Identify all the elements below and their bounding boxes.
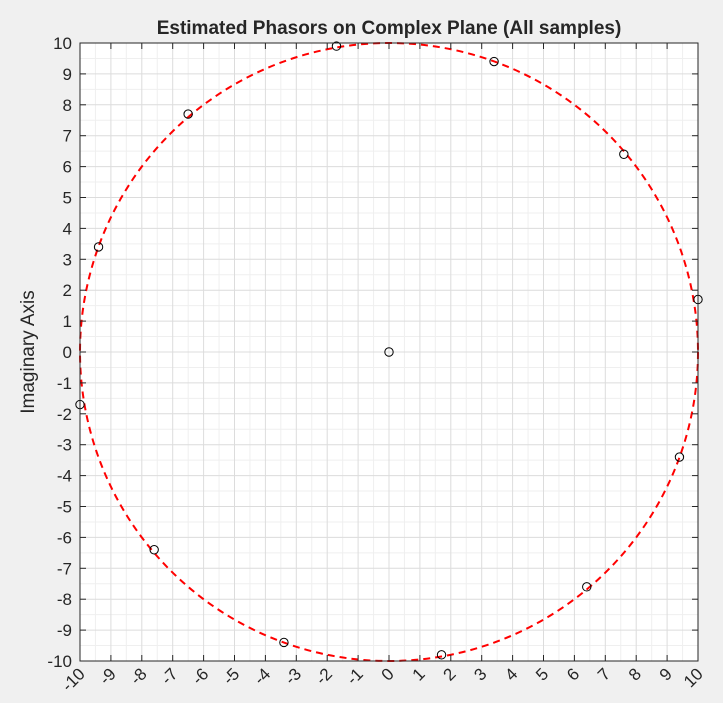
chart-title: Estimated Phasors on Complex Plane (All … (157, 18, 622, 39)
y-tick-label: 4 (63, 219, 72, 238)
y-tick-label: 1 (63, 312, 72, 331)
phasor-point (384, 347, 394, 357)
y-tick-label: -3 (57, 436, 72, 455)
phasor-point (183, 109, 193, 119)
x-tick-label: 1 (409, 664, 429, 684)
x-tick-label: -5 (219, 664, 243, 688)
x-tick-label: 4 (501, 664, 521, 684)
y-tick-label: 3 (63, 250, 72, 269)
x-tick-label: 9 (656, 664, 676, 684)
x-tick-label: -8 (126, 664, 150, 688)
x-tick-label: -3 (281, 664, 305, 688)
y-tick-label: 2 (63, 281, 72, 300)
x-tick-label: 5 (532, 664, 552, 684)
y-tick-label: 8 (63, 96, 72, 115)
x-tick-label: 8 (625, 664, 645, 684)
y-tick-label: 6 (63, 158, 72, 177)
y-tick-label: 0 (63, 343, 72, 362)
y-tick-label: 9 (63, 65, 72, 84)
y-tick-label: 5 (63, 189, 72, 208)
y-tick-label: -1 (57, 374, 72, 393)
grid (79, 42, 699, 662)
y-tick-label: -2 (57, 405, 72, 424)
x-tick-label: 7 (594, 664, 614, 684)
phasor-point (582, 582, 592, 592)
phasor-point (149, 545, 159, 555)
phasor-point (436, 650, 447, 660)
y-axis-label: Imaginary Axis (18, 290, 39, 414)
x-tick-label: 6 (563, 664, 583, 684)
x-tick-label: -1 (343, 664, 367, 688)
phasor-point (331, 41, 342, 51)
phasor-point (489, 56, 499, 67)
phasor-point (279, 637, 289, 648)
x-tick-label: -9 (96, 664, 120, 688)
x-tick-label: -6 (188, 664, 212, 688)
x-tick-label: -7 (157, 664, 181, 688)
y-tick-label: 10 (53, 34, 72, 53)
x-tick-label: 0 (378, 664, 398, 684)
y-tick-label: -10 (47, 652, 72, 671)
y-tick-label: -7 (57, 559, 72, 578)
data-points (75, 41, 703, 660)
x-tick-label: -4 (250, 664, 274, 688)
y-tick-label: 7 (63, 127, 72, 146)
phasor-point (619, 149, 629, 159)
x-tick-label: -2 (312, 664, 336, 688)
x-tick-label: 10 (680, 664, 707, 691)
x-tick-label: 2 (439, 664, 459, 684)
phasor-point (93, 242, 104, 252)
y-tick-label: -4 (57, 467, 72, 486)
y-tick-label: -6 (57, 528, 72, 547)
y-tick-label: -8 (57, 590, 72, 609)
x-tick-label: 3 (470, 664, 490, 684)
phasor-point (674, 452, 685, 462)
y-tick-label: -9 (57, 621, 72, 640)
y-tick-label: -5 (57, 498, 72, 517)
